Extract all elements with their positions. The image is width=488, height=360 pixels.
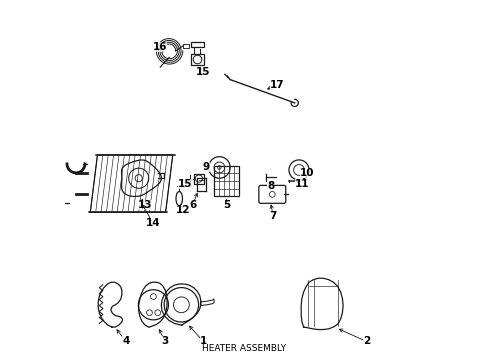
Bar	[190, 54, 204, 65]
Text: 3: 3	[161, 336, 168, 346]
Text: 15: 15	[195, 67, 210, 77]
Bar	[214, 166, 239, 196]
Text: 5: 5	[223, 200, 230, 210]
Text: 4: 4	[122, 336, 130, 346]
Text: 15: 15	[178, 179, 192, 189]
Text: 7: 7	[269, 211, 276, 221]
Text: 12: 12	[176, 206, 190, 216]
Text: 16: 16	[153, 42, 167, 52]
Bar	[193, 174, 204, 184]
Text: 8: 8	[266, 181, 274, 191]
Bar	[183, 44, 189, 48]
Text: 11: 11	[294, 179, 308, 189]
Text: 14: 14	[145, 218, 160, 228]
Text: 17: 17	[270, 80, 284, 90]
Text: 6: 6	[188, 200, 196, 210]
Text: 9: 9	[202, 162, 209, 172]
Text: 2: 2	[362, 336, 369, 346]
Text: 1: 1	[199, 336, 206, 346]
Text: HEATER ASSEMBLY: HEATER ASSEMBLY	[202, 344, 286, 353]
Text: 13: 13	[137, 200, 152, 210]
Bar	[191, 42, 203, 47]
Text: 10: 10	[299, 168, 314, 178]
